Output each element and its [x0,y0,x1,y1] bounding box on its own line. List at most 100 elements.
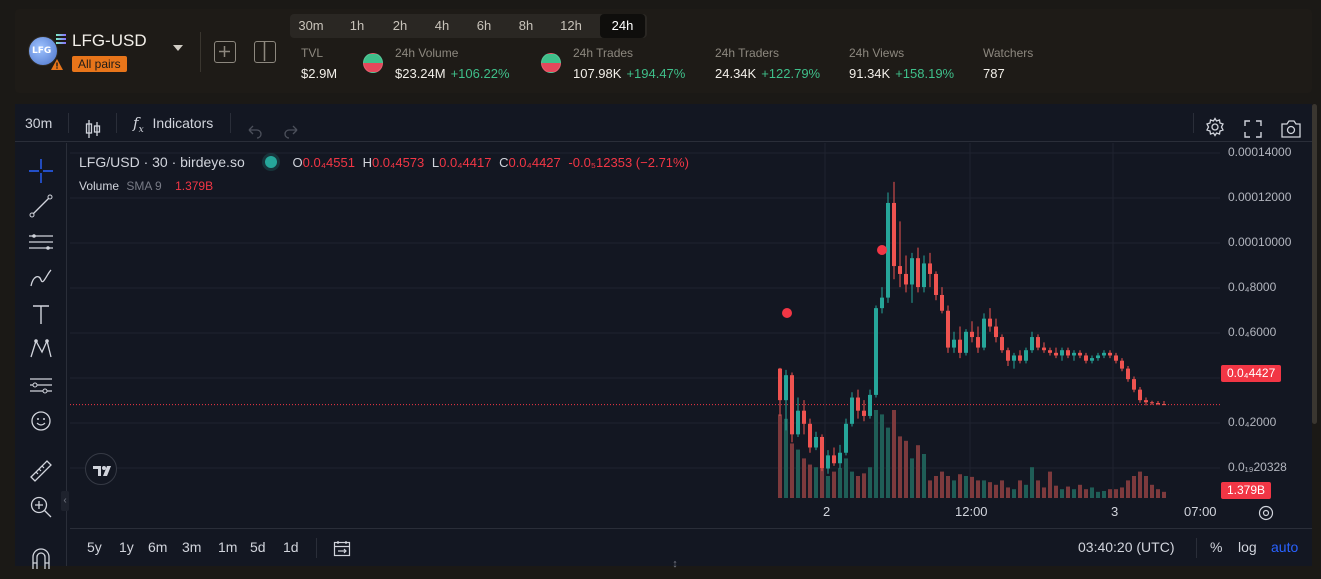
calendar-range-icon[interactable] [333,540,351,557]
divider [200,32,201,72]
stat-label: 24h Traders [715,46,780,60]
candle-type-button[interactable] [85,114,101,138]
volume-bar [820,468,824,498]
brush-icon[interactable] [27,264,55,292]
redo-button[interactable] [283,115,301,139]
indicators-button[interactable]: fx Indicators [133,104,213,142]
range-5d[interactable]: 5d [250,539,266,555]
crosshair-icon[interactable] [27,157,55,185]
candle-body [1078,352,1082,356]
pair-header: LFG LFG-USD All pairs 30m 1h 2h 4h 6h 8h… [15,9,1312,93]
candle-body [796,410,800,435]
divider [230,113,231,133]
timeframe-2h[interactable]: 2h [392,18,408,33]
range-6m[interactable]: 6m [148,539,168,555]
volume-bar [868,467,872,498]
settings-button[interactable] [1205,113,1225,137]
volume-bar [922,454,926,498]
candle-body [922,263,926,288]
time-axis[interactable]: 2 12:00 3 07:00 [70,502,1220,524]
page-scrollbar[interactable] [1312,104,1317,424]
tradingview-logo[interactable] [85,453,117,485]
divider [68,113,69,133]
utc-clock[interactable]: 03:40:20 (UTC) [1078,539,1175,555]
candle-body [1006,350,1010,361]
volume-bar [1096,491,1100,498]
range-5y[interactable]: 5y [87,539,102,555]
range-3m[interactable]: 3m [182,539,202,555]
timeframe-6h[interactable]: 6h [476,18,492,33]
candle-body [1054,352,1058,356]
emoji-icon[interactable] [27,407,55,435]
fullscreen-button[interactable] [1244,114,1262,138]
stat-label: 24h Volume [395,46,459,60]
volume-bar [988,482,992,498]
volume-bar [898,436,902,498]
percent-scale-toggle[interactable]: % [1210,539,1223,555]
volume-bar [952,480,956,498]
candle-body [952,339,956,348]
candle-body [940,294,944,311]
interval-button[interactable]: 30m [25,115,53,131]
zoom-in-icon[interactable] [27,493,55,521]
timeframe-4h[interactable]: 4h [434,18,450,33]
divider [116,113,117,133]
range-1d[interactable]: 1d [283,539,299,555]
volume-label[interactable]: Volume [79,179,120,193]
candle-body [904,273,908,285]
open-label: O [292,155,303,170]
candle-body [934,273,938,295]
axis-settings-icon[interactable] [1257,504,1275,522]
event-marker [782,308,792,318]
trend-line-icon[interactable] [27,192,55,220]
stat-24h-traders: 24h Traders 24.34K +122.79% [715,46,820,81]
candle-body [916,258,920,288]
ruler-icon[interactable] [27,457,55,485]
token-logo: LFG [28,36,58,66]
symbol-label[interactable]: LFG/USD · 30 · birdeye.so [79,154,245,170]
chevron-down-icon[interactable] [173,45,183,51]
add-chart-button[interactable] [214,41,236,63]
volume-bar [946,476,950,498]
candle-body [964,331,968,353]
price-chart[interactable] [70,143,1220,498]
candle-body [868,394,872,416]
chart-toolbar: 30m fx Indicators [15,104,1312,142]
volume-bar [1114,489,1118,498]
log-scale-toggle[interactable]: log [1238,539,1257,555]
timeframe-8h[interactable]: 8h [518,18,534,33]
candle-body [946,310,950,348]
tradingview-icon [93,466,111,476]
divider [316,538,317,558]
candle-body [1138,389,1142,401]
resize-handle-icon[interactable]: ↕ [672,558,678,570]
volume-bar [1108,489,1112,498]
auto-scale-toggle[interactable]: auto [1271,539,1299,555]
plus-icon [219,46,230,57]
text-tool-icon[interactable] [27,300,55,328]
candle-body [862,410,866,416]
all-pairs-badge[interactable]: All pairs [72,56,127,72]
prediction-icon[interactable] [27,371,55,399]
magnet-icon[interactable] [27,543,55,571]
undo-button[interactable] [245,115,263,139]
collapse-toolbar-handle[interactable]: ‹ [61,491,69,511]
pattern-icon[interactable] [27,335,55,363]
candle-body [874,308,878,395]
timeframe-1h[interactable]: 1h [349,18,365,33]
horizontal-lines-icon[interactable] [27,228,55,256]
range-1m[interactable]: 1m [218,539,238,555]
buy-sell-pie-icon [541,53,561,73]
stat-24h-views: 24h Views 91.34K +158.19% [849,46,954,81]
timeframe-30m[interactable]: 30m [298,18,324,33]
range-1y[interactable]: 1y [119,539,134,555]
candle-body [1030,337,1034,351]
pair-name[interactable]: LFG-USD [72,31,147,50]
stat-24h-volume: 24h Volume $23.24M +106.22% [395,46,510,81]
split-layout-button[interactable] [254,41,276,63]
candle-body [1156,403,1160,405]
timeframe-12h[interactable]: 12h [560,18,582,33]
timeframe-24h[interactable]: 24h [600,14,645,38]
screenshot-button[interactable] [1280,114,1302,138]
price-axis[interactable]: 0.00014000 0.00012000 0.00010000 0.0₄8000 0.… [1220,143,1312,498]
